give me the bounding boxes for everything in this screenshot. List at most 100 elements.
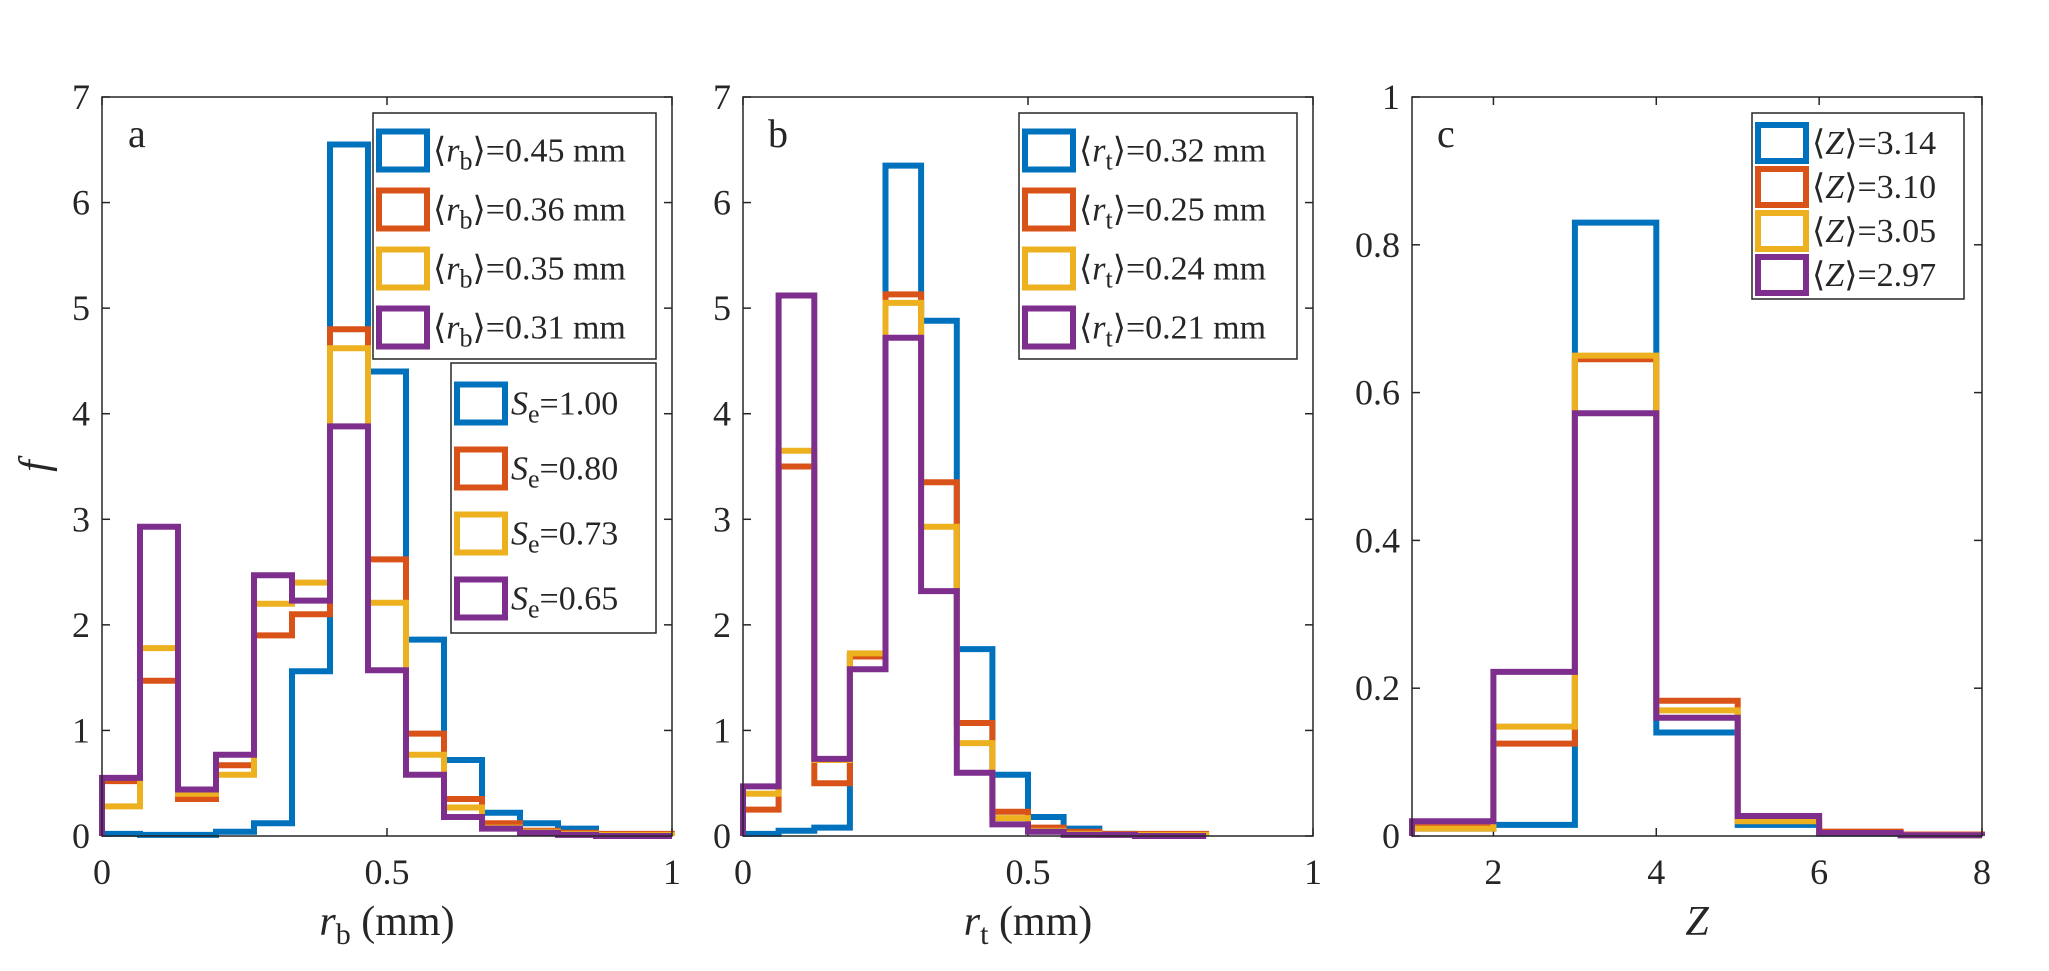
panel-b-series [740,162,1210,839]
panel-a-xlabel-var: r [319,899,336,945]
panel-b-legend-radius: ⟨rt⟩=0.32 mm⟨rt⟩=0.25 mm⟨rt⟩=0.24 mm⟨rt⟩… [1018,112,1298,360]
series-line-a-3 [99,423,672,839]
legend-label-post: ⟩=0.45 mm [473,133,626,170]
legend-label: ⟨Z⟩=3.05 [1812,213,1936,250]
legend-label-post: ⟩=0.24 mm [1113,251,1266,288]
legend-label-sub: e [528,594,540,623]
ytick-label: 0.6 [1355,373,1400,413]
legend-label-var: r [446,133,460,170]
panel-b-axes-box [742,96,1314,837]
panel-a-letter: a [128,111,146,156]
legend-label-post: ⟩=0.25 mm [1113,192,1266,229]
legend-label-sub: t [1106,205,1114,234]
legend-label-var: S [511,386,528,423]
series-line-c-3 [1409,410,1985,839]
legend-label-var: Z [1825,257,1845,294]
legend-swatch [1022,305,1076,350]
panel-c-series [1409,219,1985,839]
legend-label: ⟨rt⟩=0.25 mm [1079,192,1266,235]
panel-b-xlabel-sub: t [980,918,989,951]
xtick-label: 0 [93,852,111,892]
legend-label: ⟨Z⟩=3.10 [1812,169,1936,206]
legend-label-pre: ⟨ [1079,192,1092,229]
legend-label-post: ⟩=0.35 mm [473,251,626,288]
legend-label: Se=0.80 [511,451,618,494]
legend-swatch [376,187,430,232]
legend-label-var: r [1092,251,1106,288]
legend-label-pre: ⟨ [1812,125,1825,162]
panel-c-axes-box [1411,96,1983,837]
legend-swatch [1755,254,1809,296]
ytick-label: 5 [72,288,90,328]
ytick-label: 6 [72,183,90,223]
panel-b-xlabel-var: r [964,899,981,945]
ytick-label: 7 [713,77,731,117]
xtick-label: 6 [1810,852,1828,892]
legend-swatch [376,246,430,291]
ytick-label: 4 [72,394,90,434]
ytick-label: 1 [72,710,90,750]
legend-label-var: S [511,516,528,553]
legend-label-var: S [511,451,528,488]
legend-swatch [454,381,508,426]
xtick-label: 0.5 [365,852,410,892]
legend-label-var: r [446,192,460,229]
ytick-label: 0.2 [1355,668,1400,708]
legend-label-var: Z [1825,169,1845,206]
panel-c-letter: c [1437,111,1455,156]
legend-swatch [1022,246,1076,291]
panel-a-xlabel-unit: (mm) [351,899,455,945]
legend-label-post: =0.65 [540,581,619,618]
legend-label-pre: ⟨ [433,251,446,288]
legend-label: ⟨Z⟩=2.97 [1812,257,1936,294]
legend-swatch [454,511,508,556]
legend-swatch [454,576,508,621]
legend-label-sub: t [1106,323,1114,352]
panel-a-tick-labels: 0 1 2 3 4 5 6 7 0 0.5 1 [72,77,681,892]
legend-label-pre: ⟨ [1812,213,1825,250]
ytick-label: 2 [72,605,90,645]
ytick-label: 0 [72,816,90,856]
panel-c-xlabel-var: Z [1685,899,1709,945]
legend-label-post: ⟩=0.31 mm [473,310,626,347]
panel-a-xlabel-sub: b [336,918,351,951]
legend-label: ⟨rt⟩=0.32 mm [1079,133,1266,176]
legend-label: ⟨rt⟩=0.21 mm [1079,310,1266,353]
legend-label: ⟨rb⟩=0.31 mm [433,310,626,353]
legend-label-post: =0.73 [540,516,619,553]
legend-label-sub: t [1106,264,1114,293]
legend-swatch [1022,128,1076,173]
legend-label-post: ⟩=0.21 mm [1113,310,1266,347]
panel-c-xlabel: Z [1685,899,1709,945]
panel-a-legend-radius: ⟨rb⟩=0.45 mm⟨rb⟩=0.36 mm⟨rb⟩=0.35 mm⟨rb⟩… [372,112,657,360]
legend-label: Se=1.00 [511,386,618,429]
legend-label-post: ⟩=0.32 mm [1113,133,1266,170]
legend-label-var: r [446,251,460,288]
legend-label-pre: ⟨ [433,192,446,229]
legend-label: ⟨rb⟩=0.45 mm [433,133,626,176]
series-line-b-3 [740,292,1207,839]
xtick-label: 0 [734,852,752,892]
xtick-label: 4 [1647,852,1665,892]
legend-label-post: ⟩=3.10 [1844,169,1936,206]
legend-label-pre: ⟨ [1079,251,1092,288]
panel-b-tick-labels: 0 1 2 3 4 5 6 7 0 0.5 1 [713,77,1322,892]
legend-swatch [1755,122,1809,164]
legend-swatch [1022,187,1076,232]
panel-a-series [99,141,675,839]
legend-label-sub: b [460,264,473,293]
ytick-label: 6 [713,183,731,223]
legend-swatch [1755,210,1809,252]
ytick-label: 5 [713,288,731,328]
legend-label-pre: ⟨ [1079,133,1092,170]
legend-label: Se=0.65 [511,581,618,624]
legend-label-post: ⟩=3.05 [1844,213,1936,250]
panel-c: 00.20.40.60.812 4 6 8 c Z ⟨Z⟩=3.14⟨Z⟩=3.10⟨… [1355,77,1991,945]
legend-label-sub: b [460,146,473,175]
legend-box [372,112,657,360]
legend-label-post: ⟩=3.14 [1844,125,1936,162]
xtick-label: 8 [1973,852,1991,892]
legend-label-sub: t [1106,146,1114,175]
